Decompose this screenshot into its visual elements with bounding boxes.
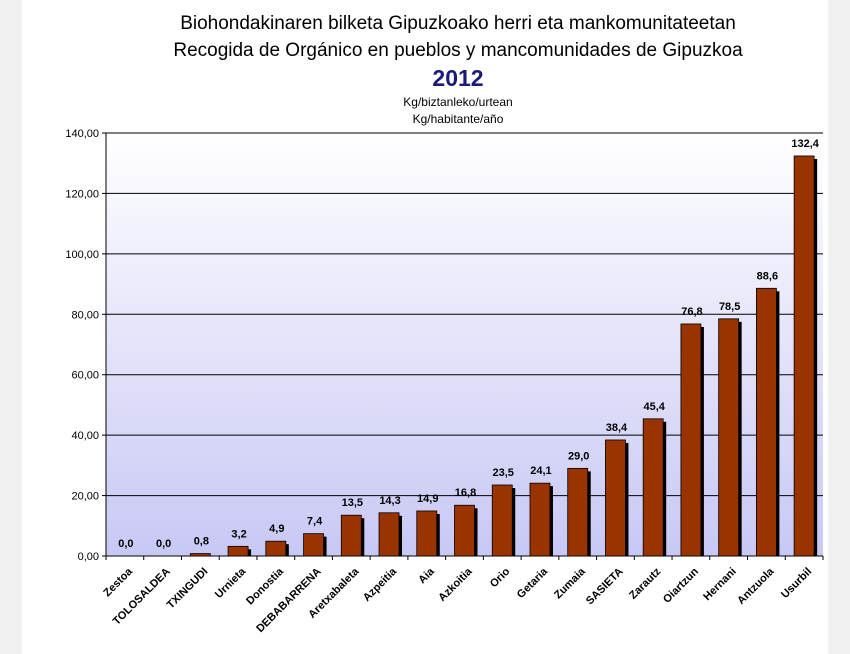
unit-label-basque: Kg/biztanleko/urtean [403,95,513,109]
bar [340,514,362,557]
x-tick-label: Antzuola [735,565,777,607]
y-tick-label: 100,00 [65,249,99,261]
data-label: 14,3 [379,495,400,507]
bar [680,323,702,557]
x-tick-label: DEBABARRENA [254,566,323,635]
x-tick-label: Aia [416,565,437,586]
bar [605,439,626,557]
unit-label-spanish: Kg/habitante/año [412,112,504,126]
data-label: 14,9 [417,493,438,505]
chart-year: 2012 [432,65,484,91]
y-tick-label: 120,00 [65,188,99,200]
data-label: 29,0 [568,450,589,462]
y-tick-label: 80,00 [71,309,99,321]
bar [189,553,211,557]
x-tick-label: Azpeitia [361,565,400,604]
x-tick-label: Azkoitia [436,565,475,604]
bar [642,418,664,557]
x-tick-label: TXINGUDI [165,566,211,612]
data-label: 3,2 [231,528,246,540]
data-label: 78,5 [719,301,740,313]
data-label: 0,0 [118,538,133,550]
bar [265,540,287,557]
bar [303,533,324,557]
bar [491,484,513,557]
bar [793,155,815,557]
y-tick-label: 40,00 [71,430,99,442]
data-label: 0,8 [194,536,209,548]
y-tick-label: 20,00 [71,491,99,503]
chart-title-spanish: Recogida de Orgánico en pueblos y mancom… [173,40,743,61]
x-tick-label: Oiartzun [661,565,701,605]
data-label: 76,8 [681,306,702,318]
x-tick-label: Getaria [515,565,551,601]
data-label: 88,6 [757,270,778,282]
x-tick-label: Orio [488,565,513,590]
x-tick-label: Zumaia [552,565,588,601]
data-label: 16,8 [455,487,476,499]
data-label: 0,0 [156,538,171,550]
data-label: 24,1 [530,465,551,477]
y-tick-label: 0,00 [78,551,99,563]
y-tick-label: 60,00 [71,370,99,382]
data-label: 23,5 [493,467,514,479]
x-tick-label: Hernani [701,566,738,603]
x-tick-label: Zestoa [101,565,135,599]
bar [567,467,589,557]
bar [378,512,400,557]
x-tick-label: Zarautz [627,565,663,601]
bar [755,287,777,557]
data-label: 38,4 [606,422,628,434]
bar [227,545,249,557]
data-label: 132,4 [791,138,819,150]
x-tick-label: Usurbil [779,566,814,601]
data-label: 4,9 [269,523,284,535]
bar [718,318,740,557]
data-label: 45,4 [643,401,665,413]
bar [529,482,551,557]
x-tick-label: SASIETA [584,566,626,608]
data-label: 13,5 [342,497,363,509]
x-tick-label: Urnieta [213,565,249,601]
y-tick-label: 140,00 [65,128,99,140]
bar [416,510,438,557]
data-label: 7,4 [307,516,323,528]
chart-title-basque: Biohondakinaren bilketa Gipuzkoako herri… [180,13,736,34]
bar [454,504,475,557]
